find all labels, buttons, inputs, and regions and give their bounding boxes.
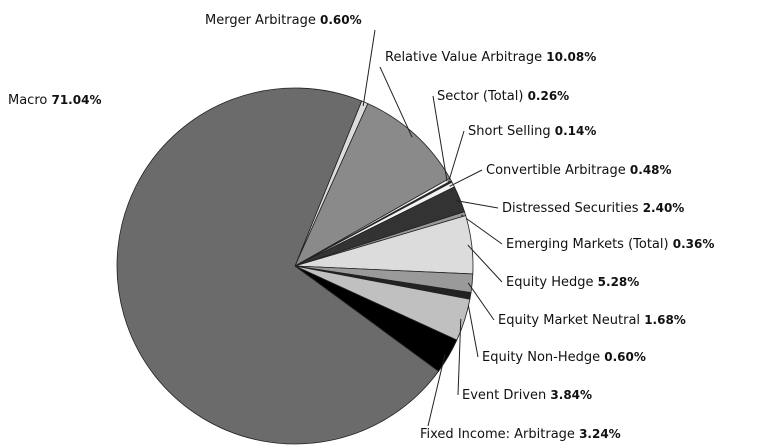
slice-name: Merger Arbitrage xyxy=(205,13,316,28)
slice-label: Distressed Securities 2.40% xyxy=(502,201,684,216)
leader-line xyxy=(461,214,503,245)
slice-name: Equity Market Neutral xyxy=(498,313,640,328)
slice-value: 3.84% xyxy=(550,388,592,402)
leader-line xyxy=(432,95,448,182)
slice-label: Merger Arbitrage 0.60% xyxy=(205,13,362,28)
slice-label: Relative Value Arbitrage 10.08% xyxy=(385,50,596,65)
slice-value: 5.28% xyxy=(598,275,640,289)
slice-name: Equity Non-Hedge xyxy=(482,350,600,365)
slice-label: Sector (Total) 0.26% xyxy=(437,89,569,104)
slice-name: Emerging Markets (Total) xyxy=(506,237,669,252)
leader-line xyxy=(457,318,462,396)
slice-value: 71.04% xyxy=(51,93,101,107)
slice-name: Equity Hedge xyxy=(506,275,594,290)
slice-name: Relative Value Arbitrage xyxy=(385,50,542,65)
leader-line xyxy=(362,29,376,107)
leader-line xyxy=(379,66,413,138)
pie-slice xyxy=(294,103,451,267)
slice-label: Short Selling 0.14% xyxy=(468,124,596,139)
slice-name: Sector (Total) xyxy=(437,89,523,104)
slice-value: 0.60% xyxy=(320,13,362,27)
leader-line xyxy=(467,282,495,321)
slice-value: 3.24% xyxy=(579,427,621,441)
slice-value: 0.26% xyxy=(528,89,570,103)
slice-label: Macro 71.04% xyxy=(8,93,101,108)
slice-value: 0.60% xyxy=(604,350,646,364)
slice-label: Convertible Arbitrage 0.48% xyxy=(486,163,672,178)
slice-label: Emerging Markets (Total) 0.36% xyxy=(506,237,714,252)
slice-value: 0.48% xyxy=(630,163,672,177)
slice-name: Event Driven xyxy=(462,388,546,403)
slice-value: 2.40% xyxy=(643,201,685,215)
pie-slice xyxy=(116,87,440,445)
slice-name: Convertible Arbitrage xyxy=(486,163,626,178)
slice-value: 0.36% xyxy=(673,237,715,251)
slice-name: Short Selling xyxy=(468,124,551,139)
slice-label: Fixed Income: Arbitrage 3.24% xyxy=(420,427,621,442)
slice-name: Macro xyxy=(8,93,47,108)
leader-line xyxy=(447,130,465,184)
slice-label: Equity Non-Hedge 0.60% xyxy=(482,350,646,365)
leader-line xyxy=(456,200,499,209)
leader-line xyxy=(467,244,503,283)
slice-label: Event Driven 3.84% xyxy=(462,388,592,403)
slice-value: 1.68% xyxy=(644,313,686,327)
slice-label: Equity Hedge 5.28% xyxy=(506,275,639,290)
slice-label: Equity Market Neutral 1.68% xyxy=(498,313,686,328)
leader-line xyxy=(449,169,483,187)
slice-name: Fixed Income: Arbitrage xyxy=(420,427,575,442)
slice-name: Distressed Securities xyxy=(502,201,639,216)
leader-line xyxy=(427,353,446,427)
slice-value: 0.14% xyxy=(555,124,597,138)
slice-value: 10.08% xyxy=(546,50,596,64)
